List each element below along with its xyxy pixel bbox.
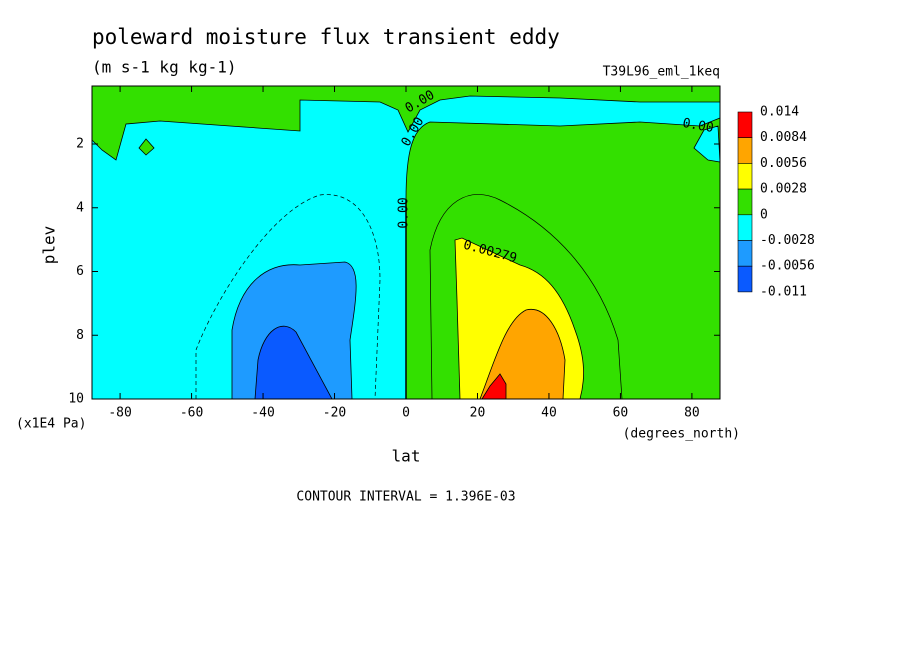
colorbar-label: 0.014 xyxy=(760,105,799,120)
y-tick-label: 4 xyxy=(76,200,84,215)
colorbar-label: -0.0056 xyxy=(760,259,815,274)
footer-note: CONTOUR INTERVAL = 1.396E-03 xyxy=(296,490,515,505)
colorbar-label: 0.0084 xyxy=(760,130,807,145)
y-axis-label: plev xyxy=(40,226,59,265)
x-tick-label: -40 xyxy=(251,406,274,421)
colorbar-label: 0.0056 xyxy=(760,156,807,171)
chart-title: poleward moisture flux transient eddy xyxy=(92,25,560,49)
colorbar-label: -0.0028 xyxy=(760,233,815,248)
colorbar-box xyxy=(737,265,753,293)
colorbar-label: 0 xyxy=(760,207,768,222)
x-tick-label: -20 xyxy=(323,406,346,421)
x-tick-label: 60 xyxy=(613,406,629,421)
chart-subtitle: (m s-1 kg kg-1) xyxy=(92,58,237,77)
contour-label: 0.00 xyxy=(397,197,412,228)
y-tick-label: 6 xyxy=(76,264,84,279)
colorbar-box xyxy=(737,214,753,241)
x-tick-label: -60 xyxy=(180,406,203,421)
contour-fill xyxy=(254,325,333,400)
colorbar-box xyxy=(737,111,753,139)
contour-fill xyxy=(91,85,721,161)
y-tick-label: 2 xyxy=(76,137,84,152)
colorbar-label: -0.011 xyxy=(760,284,807,299)
x-tick-label: 40 xyxy=(541,406,557,421)
colorbar-box xyxy=(737,137,753,164)
x-axis-label: lat xyxy=(392,447,421,466)
x-tick-label: 0 xyxy=(402,406,410,421)
colorbar-box xyxy=(737,188,753,216)
contour-label: 0.00 xyxy=(681,116,714,136)
x-tick-label: 20 xyxy=(470,406,486,421)
contour-fill xyxy=(138,138,155,156)
dataset-label: T39L96_eml_1keq xyxy=(603,65,720,80)
colorbar-box xyxy=(737,163,753,190)
y-tick-label: 10 xyxy=(68,392,84,407)
x-tick-label: -80 xyxy=(108,406,131,421)
contour-line xyxy=(429,194,623,400)
contour-line xyxy=(195,194,381,400)
y-units: (x1E4 Pa) xyxy=(16,417,86,432)
y-tick-label: 8 xyxy=(76,328,84,343)
colorbar-box xyxy=(737,240,753,267)
x-tick-label: 80 xyxy=(684,406,700,421)
colorbar-label: 0.0028 xyxy=(760,182,807,197)
x-units: (degrees_north) xyxy=(623,427,740,442)
